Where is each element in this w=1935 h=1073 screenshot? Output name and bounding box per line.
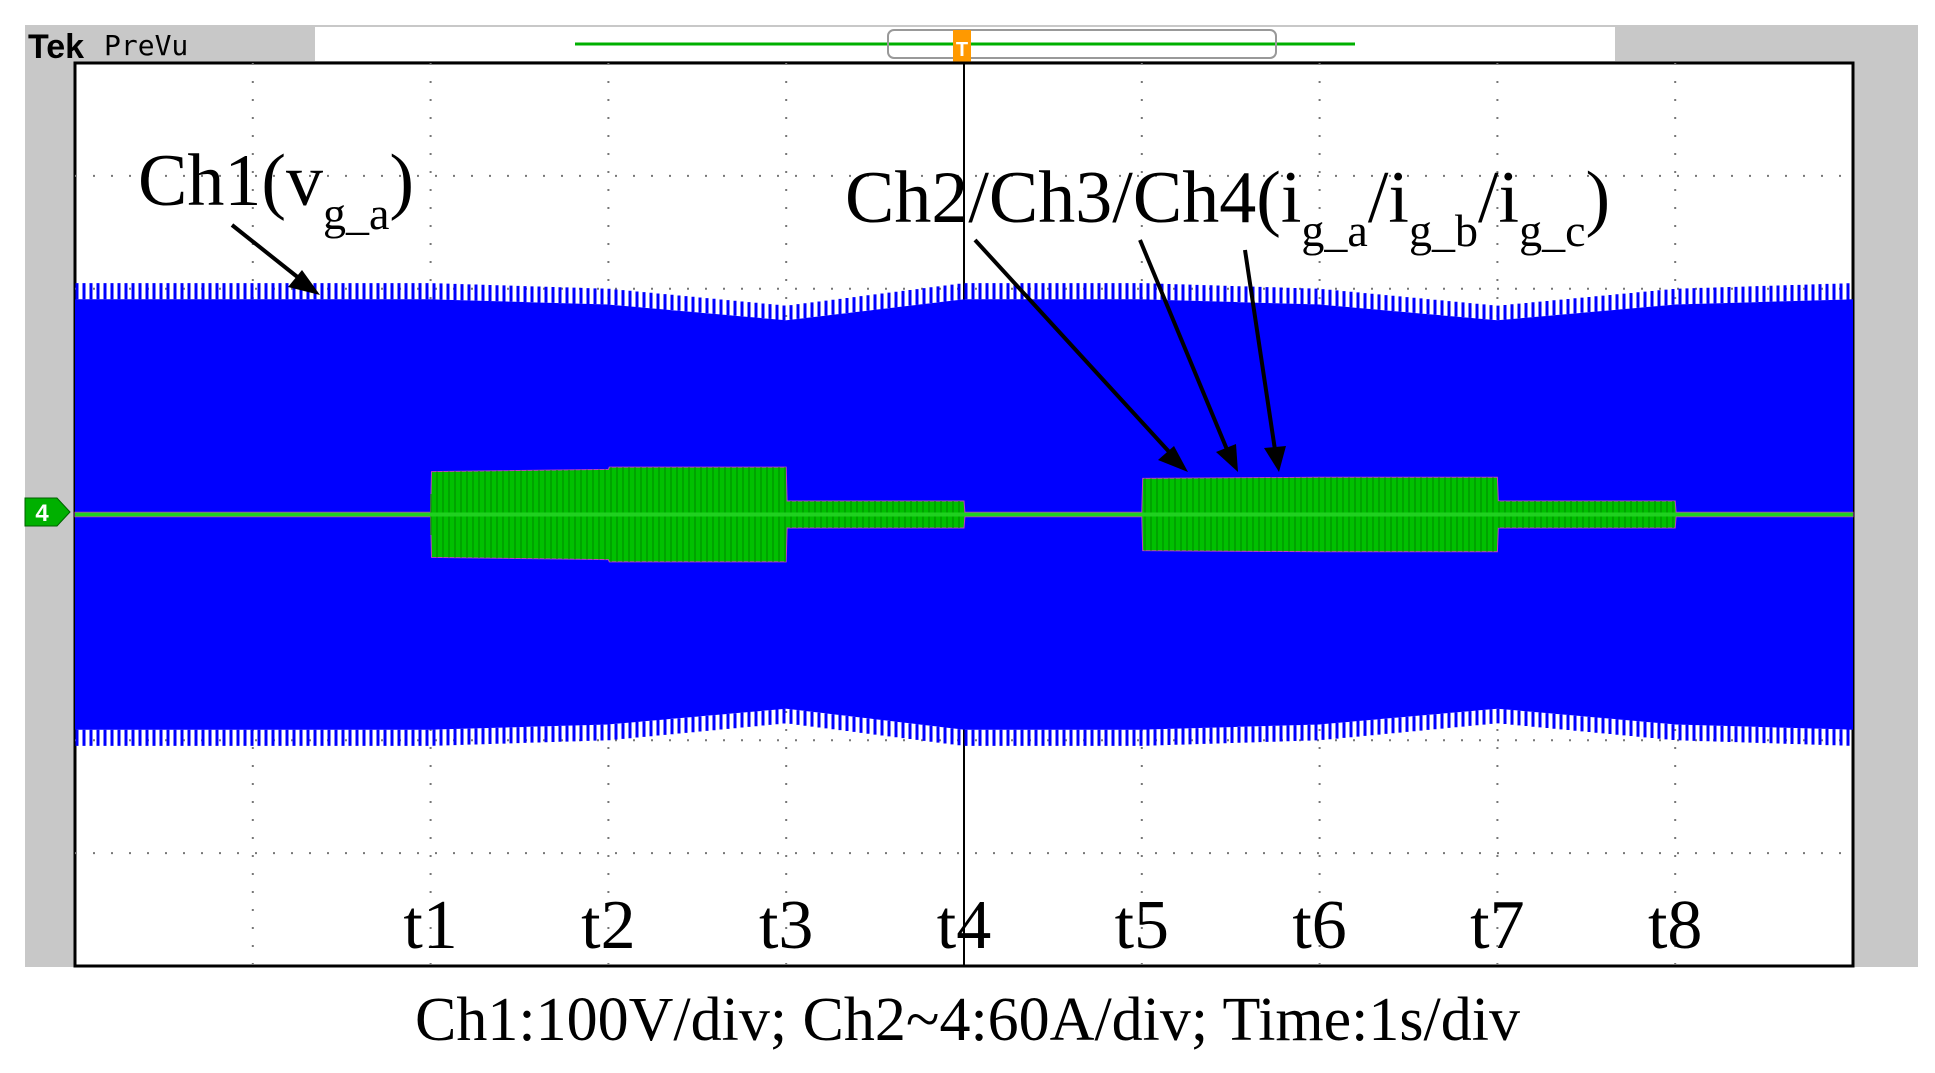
ch2-arrow-icon [973, 238, 1188, 472]
channel-4-marker-label: 4 [35, 500, 49, 527]
brand-logo: Tek [28, 28, 84, 66]
ch1-arrow-icon [230, 223, 320, 295]
time-marker-t1: t1 [403, 887, 457, 964]
ch1-waveform-peaks [75, 283, 1850, 746]
prevu-label: PreVu [104, 29, 188, 62]
time-marker-t3: t3 [759, 887, 813, 964]
view-window-bracket[interactable] [887, 29, 1277, 59]
ch1-annotation: Ch1(vg_a) [138, 140, 414, 239]
scale-caption: Ch1:100V/div; Ch2~4:60A/div; Time:1s/div [415, 986, 1520, 1054]
ch2-4-annotation: Ch2/Ch3/Ch4(ig_a/ig_b/ig_c) [845, 157, 1610, 256]
time-marker-t7: t7 [1470, 887, 1524, 964]
time-marker-t4: t4 [937, 887, 991, 964]
time-marker-t8: t8 [1648, 887, 1702, 964]
ch4-arrow-icon [1243, 249, 1286, 472]
channel-4-marker-icon[interactable]: 4 [24, 497, 71, 527]
trigger-marker-label: T [956, 39, 968, 61]
time-marker-t5: t5 [1115, 887, 1169, 964]
time-marker-t2: t2 [581, 887, 635, 964]
waveform-traces [74, 283, 1854, 746]
time-marker-t6: t6 [1292, 887, 1346, 964]
ch3-arrow-icon [1138, 239, 1238, 472]
time-marker-labels: t1 t2 t3 t4 t5 t6 t7 t8 [403, 887, 1702, 964]
header-bar [25, 25, 315, 63]
